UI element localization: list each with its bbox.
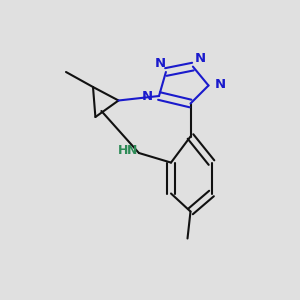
Text: N: N xyxy=(215,78,226,91)
Text: N: N xyxy=(142,90,153,103)
Text: N: N xyxy=(195,52,206,65)
Text: N: N xyxy=(127,144,137,157)
Text: N: N xyxy=(155,57,166,70)
Text: H: H xyxy=(118,144,128,157)
